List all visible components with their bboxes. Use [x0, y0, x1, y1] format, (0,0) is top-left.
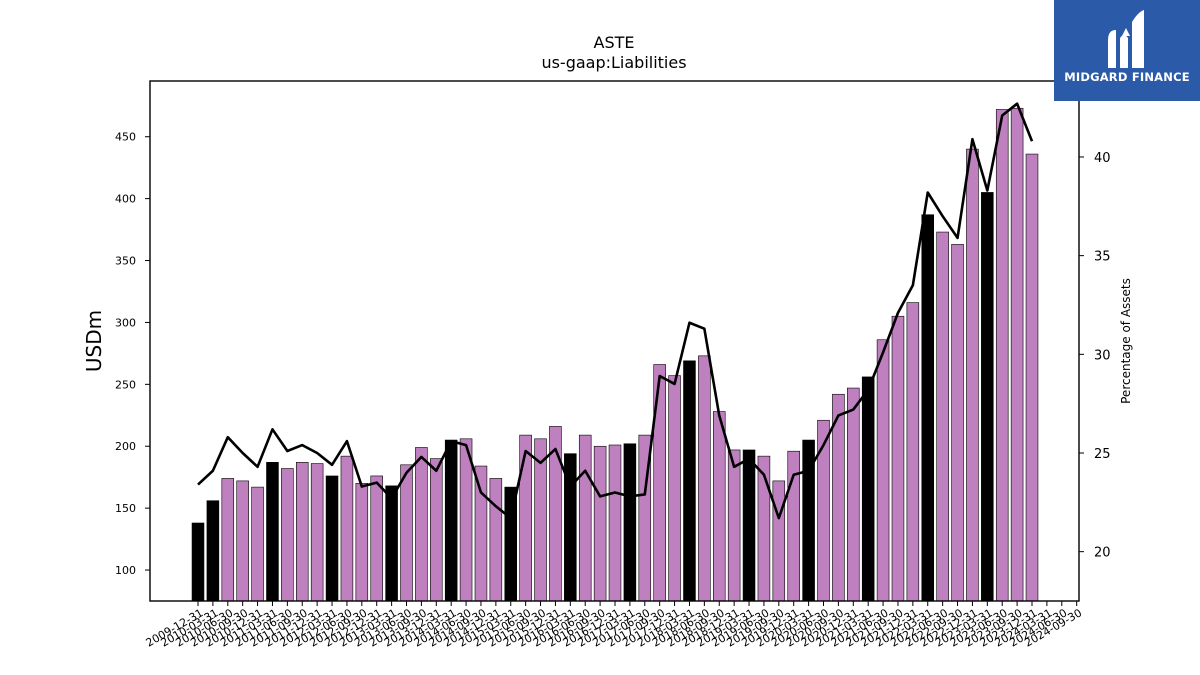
y-right-tick-label: 40	[1094, 151, 1111, 166]
logo-text: MIDGARD FINANCE	[1064, 70, 1190, 84]
bar	[698, 355, 711, 602]
bar	[370, 475, 383, 602]
bar	[385, 485, 398, 602]
bar	[593, 445, 607, 602]
bar	[489, 478, 503, 602]
bar	[310, 463, 324, 602]
bar	[668, 375, 681, 602]
bar	[683, 360, 696, 602]
bar	[995, 109, 1009, 602]
bar	[221, 478, 235, 602]
y-tick-label: 150	[115, 502, 136, 515]
bar	[355, 483, 369, 602]
bar	[981, 192, 994, 602]
bar-series	[191, 107, 1039, 602]
bar	[951, 244, 964, 602]
bar	[325, 475, 339, 602]
bar	[281, 468, 294, 602]
bar	[236, 480, 249, 602]
bar	[206, 500, 220, 602]
bar	[295, 462, 309, 602]
y-axis-right-label: Percentage of Assets	[1119, 278, 1133, 404]
bar	[891, 315, 905, 602]
chart-subtitle: us-gaap:Liabilities	[541, 53, 686, 72]
bar	[772, 480, 786, 602]
midgard-finance-logo: MIDGARD FINANCE	[1054, 0, 1200, 101]
bar	[876, 339, 890, 602]
bar	[251, 486, 264, 602]
bar	[400, 464, 413, 602]
bar	[623, 443, 637, 602]
bar	[578, 434, 592, 602]
bar	[861, 376, 875, 602]
y-axis-right: 20 25 30 35 40	[1079, 151, 1111, 561]
bar	[608, 444, 622, 602]
bar	[1010, 107, 1024, 602]
y-tick-label: 300	[115, 316, 136, 329]
y-tick-label: 400	[115, 193, 136, 206]
bar	[742, 449, 756, 602]
bar	[519, 434, 532, 602]
bar	[474, 465, 488, 602]
y-tick-label: 350	[115, 255, 136, 268]
bar	[415, 447, 428, 602]
bar	[191, 522, 205, 602]
bar	[921, 214, 934, 602]
bar	[1025, 153, 1039, 602]
y-axis-label: USDm	[82, 310, 106, 372]
y-right-tick-label: 30	[1094, 348, 1111, 363]
bar	[906, 302, 920, 602]
y-axis-left: 100 150 200 250 300 350 400 450	[115, 131, 150, 577]
bar	[966, 148, 979, 602]
y-right-tick-label: 20	[1094, 546, 1111, 561]
y-tick-label: 250	[115, 378, 136, 391]
logo-mark-icon	[1108, 10, 1144, 68]
percentage-line	[197, 102, 1034, 520]
bar	[459, 438, 473, 602]
bar	[444, 439, 458, 602]
y-tick-label: 100	[115, 564, 136, 577]
bar	[712, 411, 726, 602]
bar	[936, 231, 949, 602]
y-tick-label: 450	[115, 131, 136, 144]
y-right-tick-label: 35	[1094, 250, 1111, 265]
y-right-tick-label: 25	[1094, 447, 1111, 462]
x-axis: 2009-12-312010-03-312010-06-302010-09-30…	[144, 601, 1084, 650]
y-tick-label: 200	[115, 440, 136, 453]
bar	[847, 387, 860, 602]
chart-title: ASTE	[594, 33, 635, 52]
bar	[430, 458, 443, 602]
bar	[727, 449, 741, 602]
bar	[340, 455, 354, 602]
bar	[266, 462, 279, 602]
